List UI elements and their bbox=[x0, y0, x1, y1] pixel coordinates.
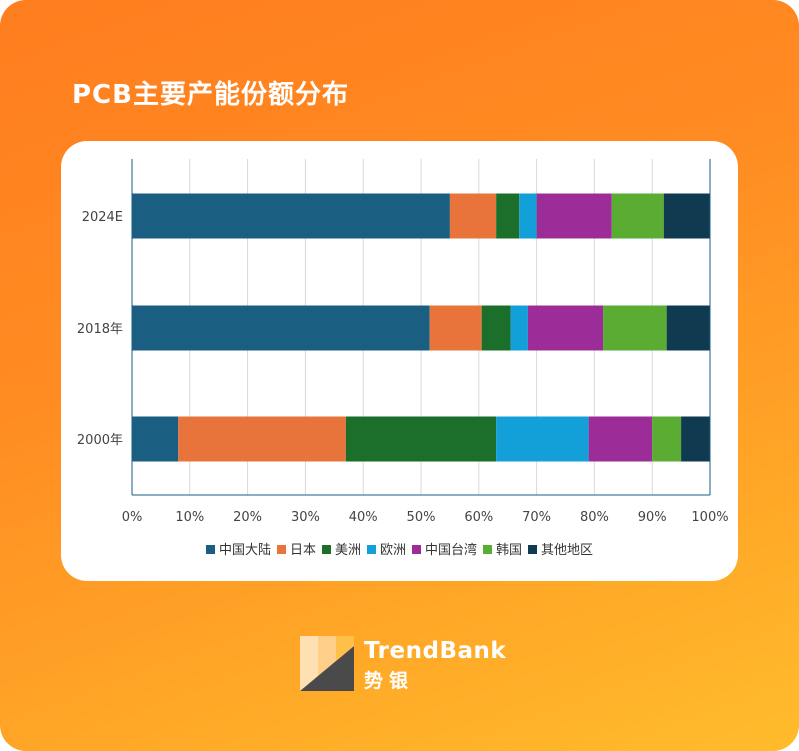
y-tick-label: 2018年 bbox=[77, 322, 123, 337]
legend-swatch bbox=[412, 545, 421, 554]
brand-name: TrendBank bbox=[364, 638, 507, 664]
legend-item: 中国台湾 bbox=[412, 539, 477, 558]
bar-segment-1-其他地区 bbox=[666, 305, 710, 351]
bar-segment-0-日本 bbox=[449, 193, 497, 239]
x-tick-label: 20% bbox=[233, 510, 262, 525]
bar-segment-1-中国台湾 bbox=[527, 305, 604, 351]
legend-item: 其他地区 bbox=[528, 539, 593, 558]
bar-segment-1-日本 bbox=[429, 305, 482, 351]
brand-name-cn: 势银 bbox=[364, 670, 415, 692]
legend-label: 韩国 bbox=[496, 543, 523, 558]
bar-segment-0-美洲 bbox=[496, 193, 520, 239]
legend-item: 日本 bbox=[276, 539, 316, 558]
bar-segment-2-其他地区 bbox=[681, 416, 710, 462]
legend-item: 中国大陆 bbox=[205, 539, 271, 558]
bar-segment-0-其他地区 bbox=[663, 193, 710, 239]
brand-logo: TrendBank 势银 bbox=[300, 636, 510, 692]
bar-segment-2-日本 bbox=[178, 416, 346, 462]
legend-label: 欧洲 bbox=[379, 543, 406, 558]
bar-segment-1-美洲 bbox=[481, 305, 511, 351]
legend-label: 其他地区 bbox=[541, 543, 594, 558]
y-tick-label: 2000年 bbox=[77, 433, 123, 448]
x-tick-label: 50% bbox=[407, 510, 436, 525]
x-tick-label: 80% bbox=[580, 510, 609, 525]
bar-segment-0-欧洲 bbox=[519, 193, 537, 239]
bar-segment-1-韩国 bbox=[603, 305, 667, 351]
bar-segment-2-美洲 bbox=[345, 416, 497, 462]
x-tick-label: 30% bbox=[291, 510, 320, 525]
bar-segment-1-欧洲 bbox=[510, 305, 528, 351]
trendbank-logo-icon bbox=[300, 636, 354, 691]
legend-label: 中国台湾 bbox=[425, 543, 478, 558]
legend-item: 欧洲 bbox=[366, 539, 406, 558]
stacked-bar-chart: 2024E 2018年 2000年 0% 10% 20% 30% 40% 50% 60% 70% 80… bbox=[77, 159, 729, 525]
x-tick-label: 70% bbox=[522, 510, 551, 525]
bar-segment-0-中国大陆 bbox=[132, 193, 450, 239]
x-tick-label: 0% bbox=[122, 510, 143, 525]
bar-segment-2-欧洲 bbox=[496, 416, 589, 462]
chart-legend: 中国大陆 日本 美洲 欧洲 中国台湾 韩国 其他地区 bbox=[61, 539, 738, 558]
legend-item: 美洲 bbox=[321, 539, 361, 558]
legend-label: 美洲 bbox=[334, 543, 361, 558]
bar-segment-2-韩国 bbox=[652, 416, 682, 462]
legend-label: 中国大陆 bbox=[218, 543, 271, 558]
bar-segment-0-中国台湾 bbox=[536, 193, 612, 239]
x-tick-label: 60% bbox=[464, 510, 493, 525]
x-tick-label: 100% bbox=[691, 510, 728, 525]
legend-label: 日本 bbox=[289, 543, 316, 558]
x-tick-label: 40% bbox=[349, 510, 378, 525]
x-tick-label: 90% bbox=[638, 510, 667, 525]
legend-swatch bbox=[205, 545, 215, 554]
chart-panel: 2024E 2018年 2000年 0% 10% 20% 30% 40% 50% 60% 70% 80… bbox=[61, 141, 738, 581]
legend-swatch bbox=[276, 545, 286, 554]
legend-swatch bbox=[528, 545, 538, 554]
legend-swatch bbox=[366, 545, 376, 554]
legend-item: 韩国 bbox=[483, 539, 522, 558]
page-title: PCB主要产能份额分布 bbox=[72, 80, 349, 110]
x-tick-label: 10% bbox=[175, 510, 204, 525]
bar-segment-1-中国大陆 bbox=[132, 305, 430, 351]
bar-segment-2-中国台湾 bbox=[588, 416, 653, 462]
bar-segment-0-韩国 bbox=[611, 193, 664, 239]
bar-segment-2-中国大陆 bbox=[132, 416, 179, 462]
y-tick-label: 2024E bbox=[82, 210, 123, 225]
legend-swatch bbox=[483, 545, 493, 554]
legend-swatch bbox=[321, 545, 331, 554]
